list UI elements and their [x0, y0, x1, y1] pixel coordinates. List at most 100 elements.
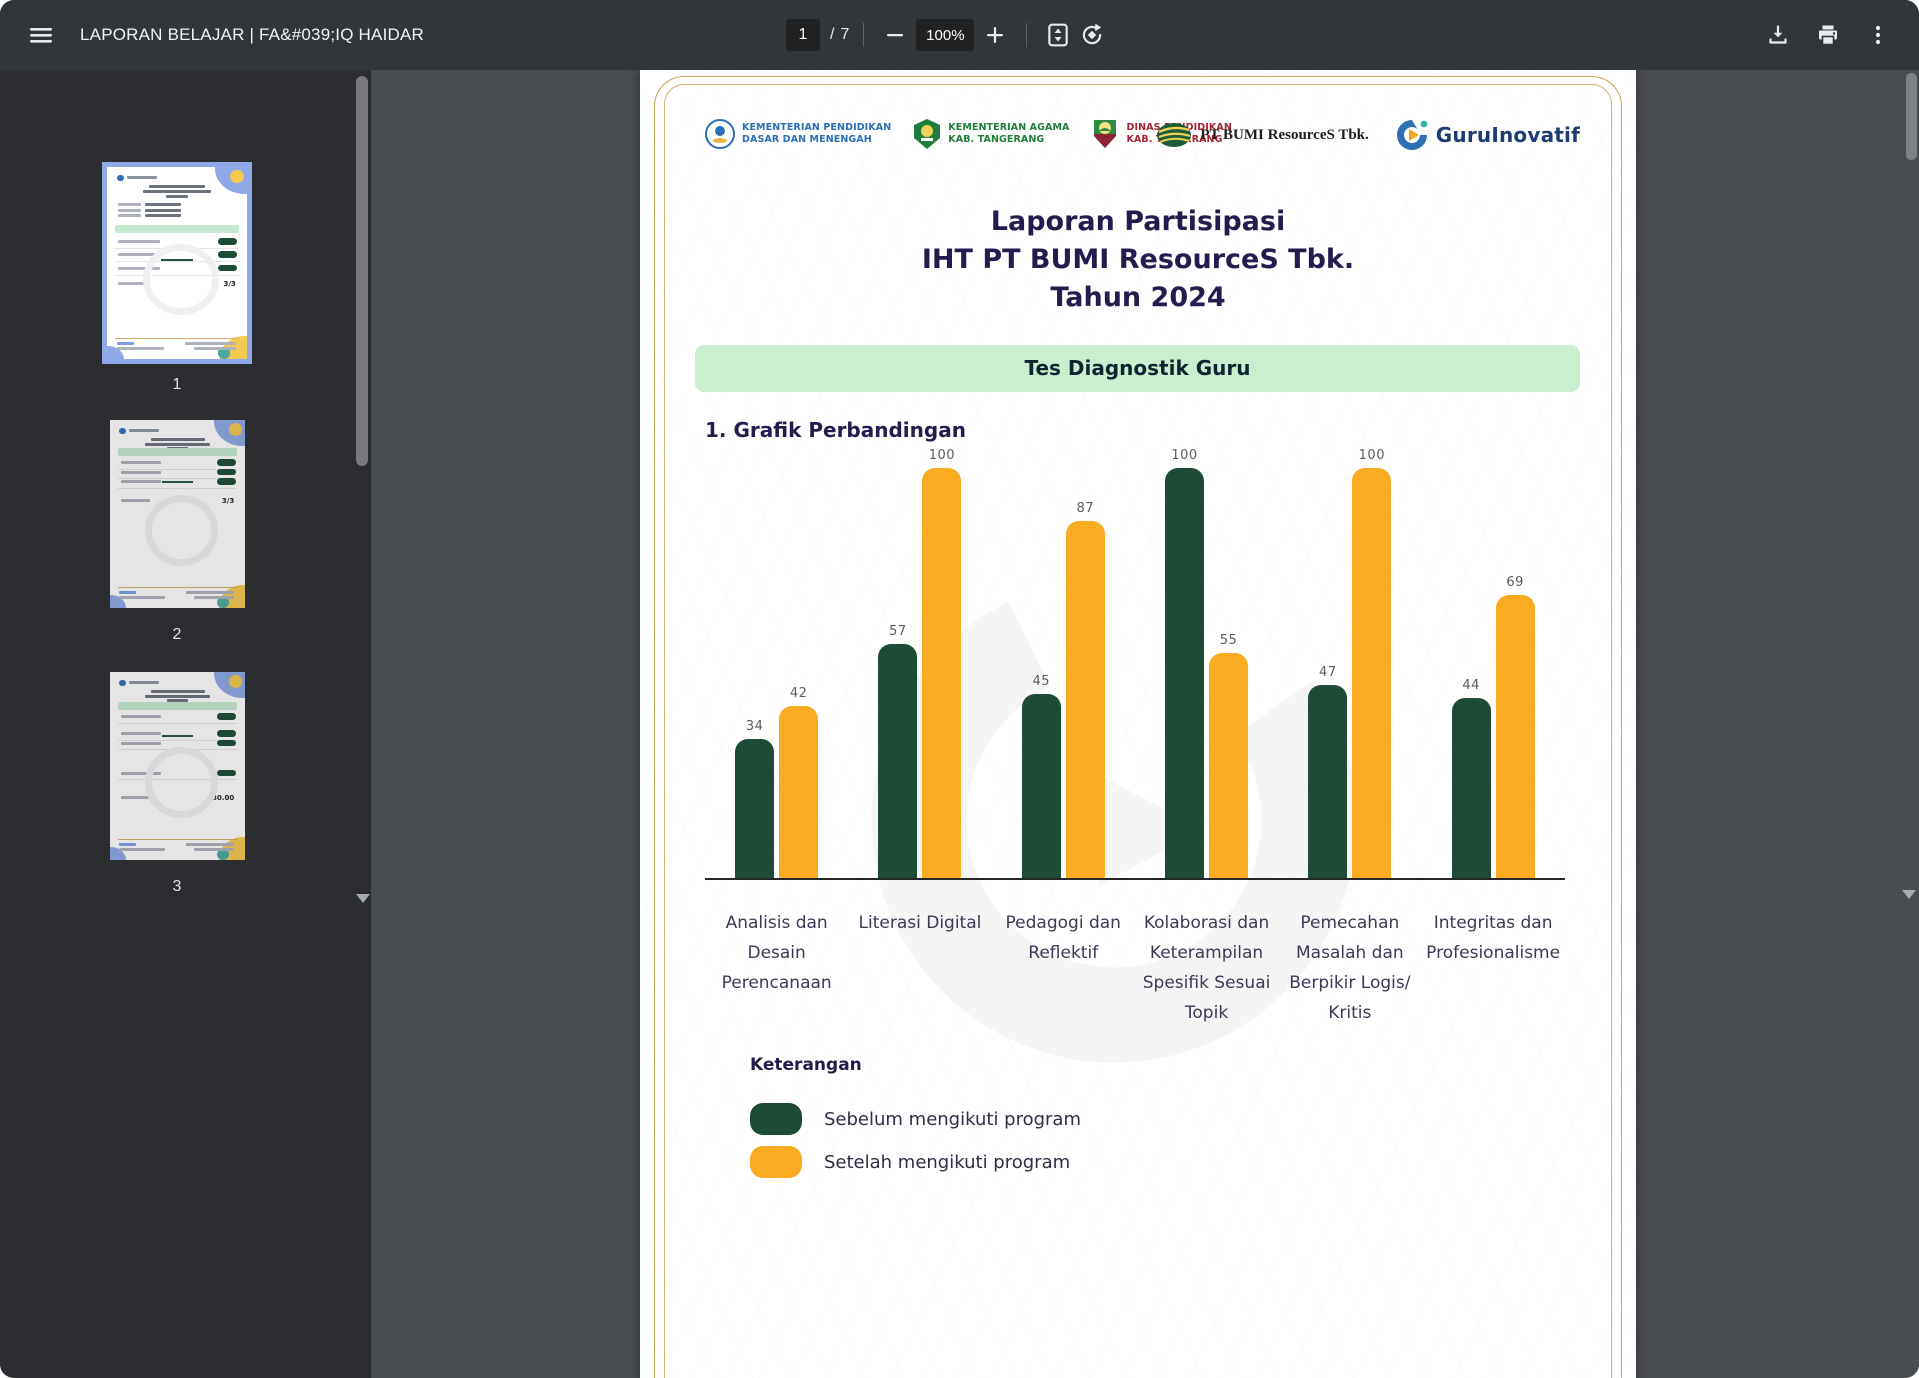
report-title-line: Laporan Partisipasi	[990, 206, 1286, 237]
toolbar-actions	[1761, 0, 1895, 70]
corner-decor	[228, 674, 243, 688]
mini-summary: 80.00	[212, 793, 235, 802]
corner-decor	[217, 347, 231, 359]
guruinovatif-wordmark: GuruInovatif	[1435, 123, 1580, 147]
report-title-line: IHT PT BUMI ResourceS Tbk.	[921, 244, 1355, 275]
thumbnail-page-3[interactable]: 80.00	[110, 672, 245, 860]
download-button[interactable]	[1761, 18, 1795, 52]
government-logos: KEMENTERIAN PENDIDIKAN DASAR DAN MENENGA…	[705, 118, 1232, 150]
bar-rect	[735, 739, 775, 878]
bar-value-label: 34	[745, 719, 764, 734]
corner-decor	[216, 596, 229, 608]
chart-category-labels: Analisis dan Desain Perencanaan Literasi Di…	[705, 908, 1565, 1028]
section-heading: 1. Grafik Perbandingan	[705, 418, 966, 442]
category-label: Analisis dan Desain Perencanaan	[721, 913, 832, 993]
partner-logos: PT BUMI ResourceS Tbk. GuruInovatif	[1156, 118, 1580, 152]
download-icon	[1769, 25, 1787, 44]
legend-title: Keterangan	[750, 1055, 862, 1075]
sidebar-scroll-down-arrow[interactable]	[356, 894, 370, 903]
bar-value-label: 100	[928, 448, 956, 463]
thumbnail-label-2: 2	[172, 626, 182, 643]
bar: 69	[1495, 575, 1535, 878]
bar-value-label: 100	[1358, 448, 1385, 463]
more-options-button[interactable]	[1861, 18, 1895, 52]
bar-rect	[1065, 521, 1105, 878]
print-icon	[1819, 25, 1837, 46]
rotate-icon	[1083, 23, 1102, 45]
zoom-level[interactable]: 100%	[916, 19, 975, 51]
mini-summary: 3/3	[221, 496, 235, 505]
comparison-bar-chart: 34 42 57 100 45 87 100 55 47 100 44 69	[705, 448, 1565, 880]
bar-value-label: 55	[1219, 633, 1238, 648]
bar-rect	[922, 468, 962, 878]
guruinovatif-logo: GuruInovatif	[1395, 118, 1580, 152]
agency-kemdikbud: KEMENTERIAN PENDIDIKAN DASAR DAN MENENGA…	[705, 119, 891, 149]
legend-item-after: Setelah mengikuti program	[750, 1146, 1070, 1178]
thumbnail-preview: 80.00	[110, 672, 245, 860]
main-scroll-down-arrow[interactable]	[1902, 890, 1916, 899]
thumbnail-preview: 3/3	[110, 420, 245, 608]
toolbar-divider	[1026, 23, 1028, 47]
legend-swatch-green	[750, 1103, 802, 1135]
page-total: 7	[840, 26, 850, 43]
mini-logo	[119, 679, 127, 687]
main-scrollbar-thumb[interactable]	[1906, 73, 1917, 160]
bar-group: 44 69	[1421, 463, 1564, 878]
pdf-page-1: KEMENTERIAN PENDIDIKAN DASAR DAN MENENGA…	[640, 70, 1636, 1378]
bar-value-label: 87	[1076, 501, 1094, 516]
bar-value-label: 44	[1462, 678, 1480, 693]
fit-to-page-button[interactable]	[1041, 18, 1075, 52]
mini-logo	[116, 174, 124, 182]
agency-text: KAB. TANGERANG	[948, 134, 1045, 145]
diagnostic-test-banner: Tes Diagnostik Guru	[695, 345, 1580, 392]
page-number-input[interactable]	[786, 19, 820, 51]
mini-logo	[119, 427, 127, 435]
zoom-in-button[interactable]	[978, 18, 1012, 52]
toolbar-divider	[863, 23, 865, 47]
plus-icon	[987, 27, 1004, 43]
bar-value-label: 42	[789, 686, 808, 701]
decorative-gold-frame-inner	[664, 84, 1612, 1378]
bar: 100	[922, 448, 962, 878]
bumi-company-name: PT BUMI ResourceS Tbk.	[1200, 126, 1369, 143]
legend-label: Sebelum mengikuti program	[824, 1108, 1082, 1130]
bar-value-label: 45	[1032, 674, 1050, 689]
menu-button[interactable]	[24, 0, 58, 70]
minus-icon	[887, 34, 904, 37]
bar-value-label: 57	[889, 624, 907, 639]
guruinovatif-watermark	[871, 577, 1357, 1063]
legend-label: Setelah mengikuti program	[824, 1151, 1071, 1173]
rotate-button[interactable]	[1075, 18, 1109, 52]
thumbnail-page-1[interactable]: 3/3	[102, 162, 252, 364]
thumbnail-page-2[interactable]: 3/3	[110, 420, 245, 608]
bumi-resources-logo: PT BUMI ResourceS Tbk.	[1156, 122, 1369, 148]
bar-group: 57 100	[848, 448, 991, 878]
guruinovatif-g-icon	[1396, 120, 1428, 150]
bar-rect	[779, 706, 819, 878]
zoom-out-button[interactable]	[878, 18, 912, 52]
bar-group: 47 100	[1278, 448, 1421, 878]
bar: 55	[1209, 633, 1249, 878]
kemdikbud-logo-icon	[705, 119, 735, 149]
bar: 45	[1021, 674, 1061, 878]
corner-decor	[216, 848, 229, 860]
document-title: LAPORAN BELAJAR | FA&#039;IQ HAIDAR	[80, 25, 424, 44]
page-zoom-controls: / 7 100%	[786, 0, 1109, 70]
thumbnail-sidebar: 3/3 1 3/3 2 80.00 3	[0, 70, 371, 1378]
bar-rect	[1021, 694, 1061, 878]
legend-item-before: Sebelum mengikuti program	[750, 1103, 1081, 1135]
kemenag-logo-icon	[914, 119, 941, 149]
corner-decor	[230, 169, 245, 184]
bar: 42	[779, 686, 819, 878]
bar-value-label: 100	[1171, 448, 1198, 463]
bar: 34	[735, 719, 775, 878]
toolbar: LAPORAN BELAJAR | FA&#039;IQ HAIDAR / 7 …	[0, 0, 1919, 70]
bar-rect	[1352, 468, 1392, 878]
print-button[interactable]	[1811, 18, 1845, 52]
sidebar-scrollbar-thumb[interactable]	[356, 76, 368, 466]
bar-rect	[1495, 595, 1535, 878]
bar-value-label: 69	[1506, 575, 1524, 590]
agency-text: KEMENTERIAN AGAMA	[948, 122, 1070, 133]
bar: 100	[1352, 448, 1392, 878]
thumbnail-label-3: 3	[172, 878, 182, 895]
